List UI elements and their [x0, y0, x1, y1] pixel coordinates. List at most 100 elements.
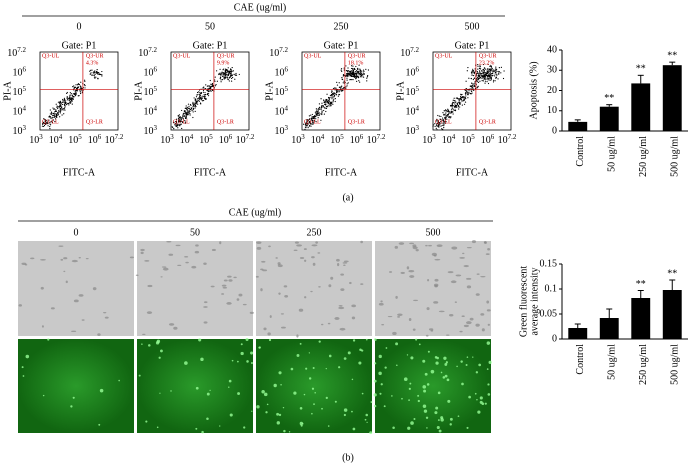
fluorescent-spot — [415, 338, 418, 341]
cell — [203, 301, 208, 304]
event-dot — [94, 70, 96, 72]
cell — [228, 279, 233, 282]
event-dot — [53, 114, 55, 117]
event-dot — [314, 111, 317, 113]
cell — [338, 306, 345, 310]
cell — [334, 317, 340, 320]
tick-base: 10 — [49, 135, 59, 146]
fluorescent-spot — [98, 423, 101, 426]
event-dot — [80, 92, 82, 95]
cell — [41, 325, 44, 328]
event-dot — [83, 84, 86, 86]
event-dot — [233, 73, 235, 75]
y-tick-label: 104 — [144, 104, 158, 118]
event-dot — [192, 103, 194, 105]
event-dot — [470, 90, 473, 92]
event-dot — [69, 96, 71, 99]
event-dot — [321, 106, 323, 109]
event-dot — [214, 85, 216, 87]
y-tick-label: 103 — [144, 124, 158, 138]
event-dot — [319, 106, 321, 109]
tick-exp: 7.2 — [148, 46, 157, 54]
event-dot — [89, 70, 91, 72]
event-dot — [304, 126, 306, 128]
event-dot — [351, 74, 353, 76]
significance: ** — [667, 50, 677, 61]
event-dot — [481, 76, 483, 78]
event-dot — [483, 69, 485, 72]
cell — [463, 265, 470, 268]
event-dot — [494, 80, 496, 82]
event-dot — [189, 110, 191, 112]
event-dot — [476, 70, 478, 73]
y-tick-label: 30 — [547, 65, 557, 76]
fluorescent-spot — [440, 418, 444, 422]
fluorescence-image — [256, 339, 372, 433]
event-dot — [338, 82, 340, 84]
event-dot — [367, 75, 369, 77]
tick-exp: 5 — [78, 133, 82, 141]
fluorescent-spot — [444, 374, 448, 378]
fluorescent-spot — [418, 343, 421, 346]
event-dot — [358, 71, 360, 73]
concentration-label: 0 — [74, 227, 79, 238]
fluorescent-spot — [379, 392, 382, 395]
quadrant-name: Q3-LR — [348, 119, 365, 125]
event-dot — [63, 102, 66, 104]
tick-base: 10 — [199, 135, 209, 146]
event-dot — [304, 124, 306, 126]
event-dot — [228, 74, 230, 76]
event-dot — [451, 111, 453, 113]
event-dot — [59, 104, 61, 106]
tick-base: 10 — [13, 68, 23, 79]
event-dot — [352, 75, 354, 78]
event-dot — [500, 72, 502, 74]
event-dot — [44, 120, 46, 122]
event-dot — [214, 76, 216, 78]
fluorescent-spot — [268, 338, 272, 342]
fluorescent-spot — [479, 400, 483, 404]
tick-base: 10 — [367, 135, 377, 146]
event-dot — [359, 81, 361, 83]
x-tick-label: 103 — [29, 133, 43, 147]
fluorescent-spot — [343, 413, 346, 417]
cell — [63, 257, 68, 260]
cell — [339, 327, 346, 331]
event-dot — [434, 123, 436, 125]
event-dot — [61, 103, 64, 106]
event-dot — [70, 100, 72, 102]
event-dot — [492, 74, 494, 76]
cell — [381, 324, 385, 326]
tick-exp: 5 — [154, 85, 158, 93]
cell — [312, 262, 316, 266]
fluorescent-spot — [148, 344, 151, 347]
event-dot — [194, 110, 196, 112]
event-dot — [202, 89, 205, 91]
cell — [168, 253, 174, 256]
event-dot — [455, 104, 457, 106]
event-dot — [343, 74, 345, 76]
event-dot — [219, 68, 221, 70]
cell — [455, 274, 462, 277]
event-dot — [56, 106, 58, 108]
event-dot — [318, 107, 320, 110]
cell — [463, 324, 469, 328]
cell — [147, 284, 153, 288]
event-dot — [220, 79, 222, 81]
event-dot — [200, 91, 202, 94]
event-dot — [317, 111, 319, 113]
event-dot — [448, 111, 450, 113]
fluorescent-spot — [308, 352, 310, 354]
event-dot — [330, 101, 332, 104]
tick-exp: 6 — [154, 65, 158, 73]
cell — [78, 257, 81, 259]
event-dot — [189, 114, 191, 116]
event-dot — [74, 90, 76, 92]
event-dot — [484, 67, 486, 69]
event-dot — [54, 113, 56, 115]
event-dot — [201, 97, 203, 99]
event-dot — [180, 123, 182, 126]
event-dot — [496, 73, 498, 75]
event-dot — [75, 94, 77, 96]
fluorescent-spot — [158, 356, 161, 359]
